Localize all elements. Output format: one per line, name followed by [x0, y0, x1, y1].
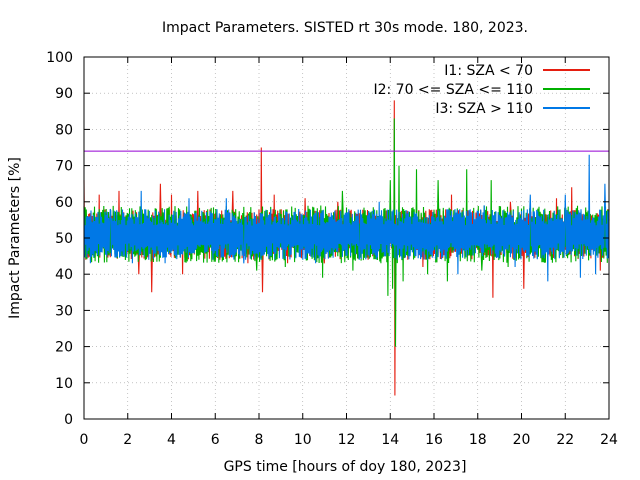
legend: I1: SZA < 70 I2: 70 <= SZA <= 110 I3: SZA …	[373, 63, 590, 117]
y-tick-label: 20	[55, 340, 73, 356]
x-tick-label: 12	[338, 432, 356, 448]
x-tick-label: 22	[556, 432, 574, 448]
x-tick-label: 8	[255, 432, 264, 448]
x-tick-label: 0	[80, 432, 89, 448]
y-tick-label: 40	[55, 267, 73, 283]
x-tick-label: 10	[294, 432, 312, 448]
series-line-2	[83, 118, 610, 347]
x-tick-label: 16	[425, 432, 443, 448]
x-tick-label: 14	[381, 432, 399, 448]
y-tick-label: 80	[55, 122, 73, 138]
y-tick-label: 60	[55, 195, 73, 211]
x-axis-label: GPS time [hours of doy 180, 2023]	[224, 459, 467, 475]
x-tick-label: 24	[600, 432, 618, 448]
x-tick-label: 6	[211, 432, 220, 448]
series-line-3	[83, 154, 610, 282]
y-tick-label: 90	[55, 86, 73, 102]
y-tick-label: 30	[55, 303, 73, 319]
x-tick-label: 2	[123, 432, 132, 448]
y-tick-label: 10	[55, 376, 73, 392]
chart-title: Impact Parameters. SISTED rt 30s mode. 1…	[162, 20, 528, 36]
y-tick-label: 100	[46, 50, 73, 66]
x-tick-label: 20	[513, 432, 531, 448]
legend-label-1: I1: SZA < 70	[444, 63, 533, 79]
y-tick-label: 70	[55, 159, 73, 175]
x-tick-label: 18	[469, 432, 487, 448]
y-tick-label: 50	[55, 231, 73, 247]
y-axis-label: Impact Parameters [%]	[7, 157, 23, 319]
legend-label-2: I2: 70 <= SZA <= 110	[373, 82, 533, 98]
y-tick-label: 0	[64, 412, 73, 428]
x-tick-label: 4	[167, 432, 176, 448]
legend-label-3: I3: SZA > 110	[435, 101, 533, 117]
